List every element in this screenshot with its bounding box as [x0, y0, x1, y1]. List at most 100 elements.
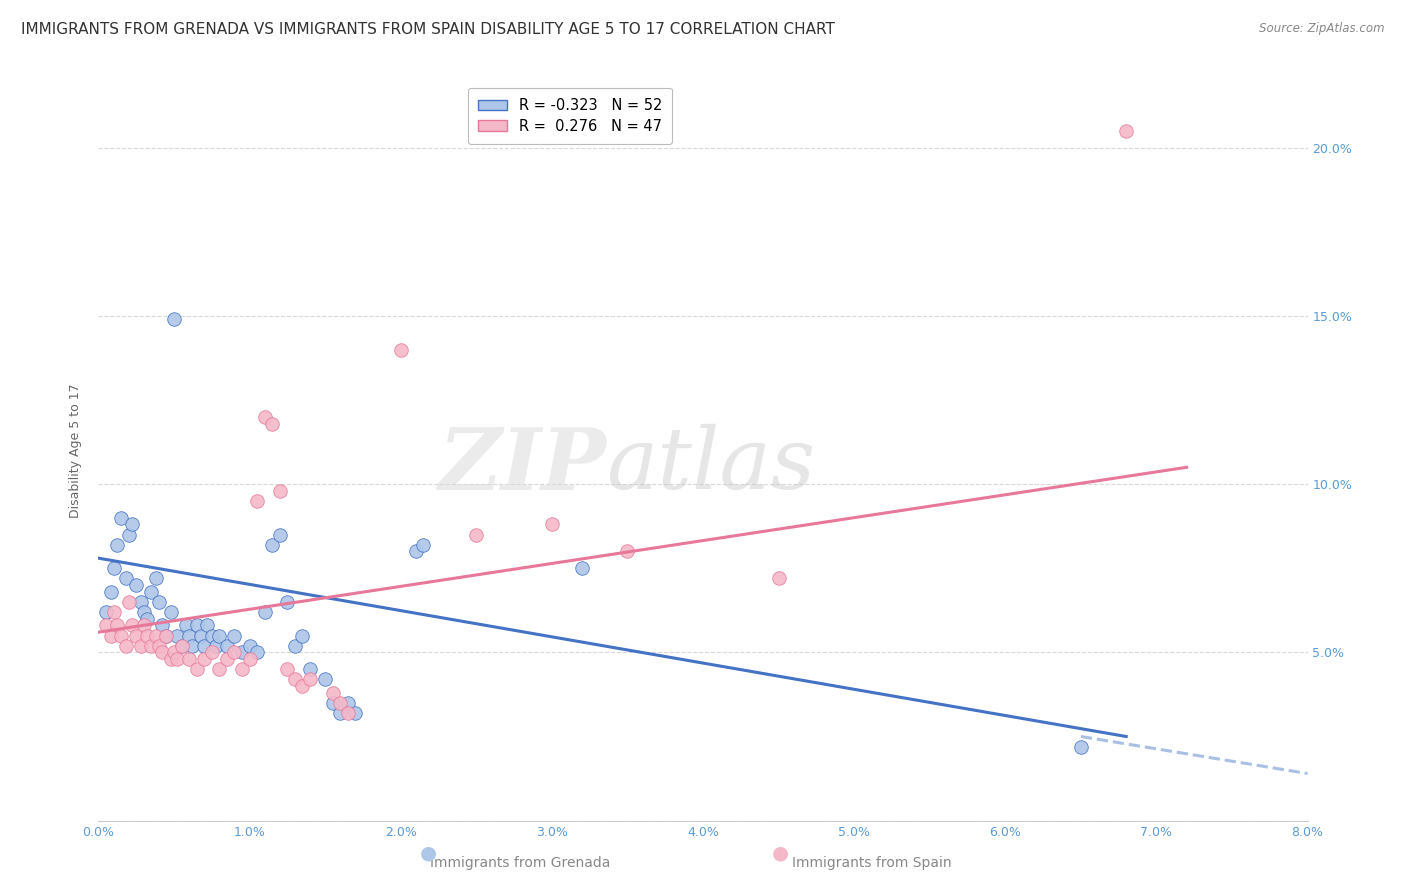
Point [299, 662, 322, 676]
Point [132, 605, 155, 619]
Point [150, 618, 173, 632]
Point [160, 605, 183, 619]
Point [121, 517, 143, 532]
Point [540, 517, 562, 532]
Point [276, 662, 298, 676]
Point [269, 527, 291, 541]
Point [322, 686, 344, 700]
Point [121, 618, 143, 632]
Point [405, 544, 427, 558]
Point [201, 628, 224, 642]
Text: Source: ZipAtlas.com: Source: ZipAtlas.com [1260, 22, 1385, 36]
Point [412, 538, 434, 552]
Text: atlas: atlas [606, 424, 815, 507]
Point [322, 696, 344, 710]
Point [118, 527, 141, 541]
Point [110, 510, 132, 524]
Point [336, 706, 359, 720]
Text: ZIP: ZIP [439, 424, 606, 507]
Point [262, 417, 284, 431]
Text: ●: ● [772, 844, 789, 863]
Point [125, 578, 148, 592]
Point [114, 639, 136, 653]
Point [129, 595, 152, 609]
Point [239, 652, 262, 666]
Point [103, 605, 125, 619]
Point [190, 628, 212, 642]
Point [231, 662, 253, 676]
Point [155, 628, 177, 642]
Point [208, 628, 231, 642]
Point [314, 673, 336, 687]
Point [205, 639, 228, 653]
Point [148, 639, 170, 653]
Point [262, 538, 284, 552]
Legend: R = -0.323   N = 52, R =  0.276   N = 47: R = -0.323 N = 52, R = 0.276 N = 47 [468, 87, 672, 144]
Point [170, 639, 193, 653]
Point [1070, 739, 1092, 754]
Point [118, 595, 141, 609]
Point [163, 312, 186, 326]
Point [100, 628, 122, 642]
Point [135, 612, 157, 626]
Y-axis label: Disability Age 5 to 17: Disability Age 5 to 17 [69, 384, 83, 517]
Point [181, 639, 204, 653]
Point [160, 652, 183, 666]
Point [269, 483, 291, 498]
Point [141, 639, 163, 653]
Point [94, 618, 117, 632]
Point [201, 645, 224, 659]
Point [246, 645, 269, 659]
Point [174, 618, 197, 632]
Point [253, 409, 276, 424]
Point [193, 652, 215, 666]
Point [125, 628, 148, 642]
Point [129, 639, 152, 653]
Point [114, 571, 136, 585]
Point [465, 527, 488, 541]
Point [170, 639, 193, 653]
Point [1115, 124, 1137, 138]
Point [215, 639, 238, 653]
Point [253, 605, 276, 619]
Point [94, 605, 117, 619]
Point [239, 639, 262, 653]
Point [208, 662, 231, 676]
Point [100, 584, 122, 599]
Point [163, 645, 186, 659]
Point [186, 618, 208, 632]
Point [284, 673, 307, 687]
Point [329, 696, 352, 710]
Point [195, 618, 218, 632]
Point [186, 662, 208, 676]
Point [148, 595, 170, 609]
Point [246, 494, 269, 508]
Point [571, 561, 593, 575]
Text: Immigrants from Spain: Immigrants from Spain [792, 855, 952, 870]
Point [155, 628, 177, 642]
Point [132, 618, 155, 632]
Point [166, 652, 188, 666]
Point [291, 679, 314, 693]
Point [215, 652, 238, 666]
Point [103, 561, 125, 575]
Point [145, 628, 167, 642]
Point [135, 628, 157, 642]
Text: Immigrants from Grenada: Immigrants from Grenada [430, 855, 610, 870]
Point [110, 628, 132, 642]
Point [105, 538, 128, 552]
Point [150, 645, 173, 659]
Point [329, 706, 352, 720]
Point [145, 571, 167, 585]
Point [276, 595, 298, 609]
Point [231, 645, 253, 659]
Point [166, 628, 188, 642]
Point [224, 645, 246, 659]
Point [616, 544, 638, 558]
Point [768, 571, 790, 585]
Point [389, 343, 412, 357]
Point [291, 628, 314, 642]
Point [284, 639, 307, 653]
Point [179, 652, 201, 666]
Point [141, 584, 163, 599]
